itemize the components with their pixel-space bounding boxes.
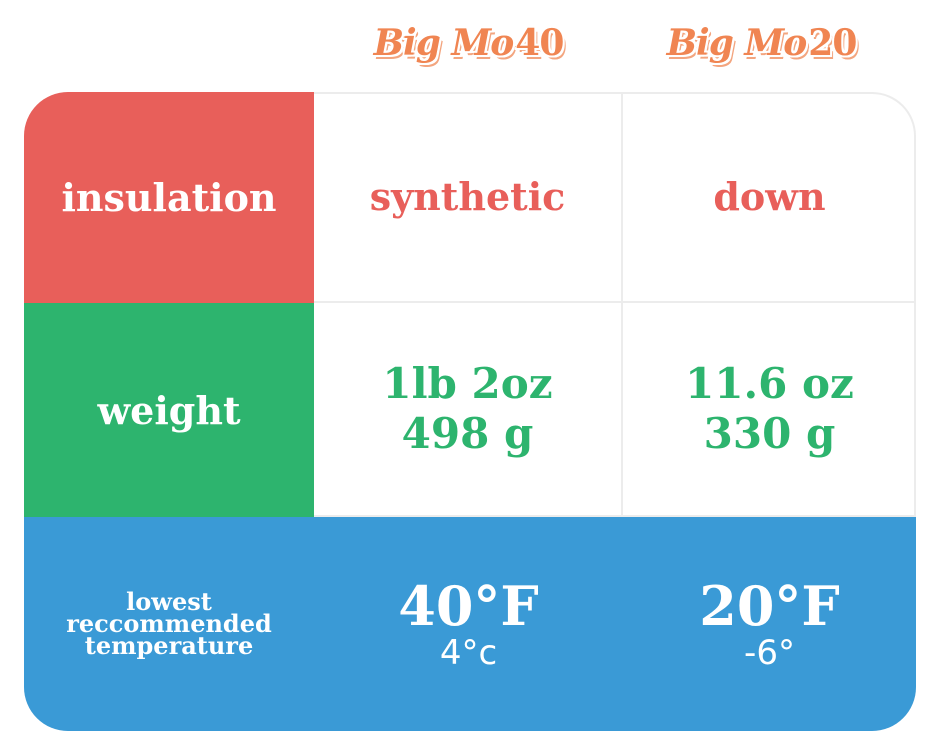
model: 20 — [808, 22, 857, 64]
brand: Big Mo — [666, 22, 808, 64]
cell-text: down — [713, 174, 826, 219]
cell: 40°F 4°c — [314, 517, 623, 731]
label-line: reccommended — [66, 609, 272, 638]
brand: Big Mo — [373, 22, 515, 64]
cell: 11.6 oz 330 g — [623, 303, 916, 517]
row-label: insulation — [24, 92, 314, 303]
cell-text: 20°F — [699, 574, 840, 638]
cell-text: synthetic — [369, 174, 566, 219]
cell: 20°F -6° — [623, 517, 916, 731]
cell-text: 1lb 2oz — [382, 359, 553, 408]
label-line: temperature — [84, 631, 254, 660]
row-label: lowest reccommended temperature — [24, 517, 314, 731]
comparison-table: insulation synthetic down weight 1lb 2oz… — [24, 92, 916, 731]
model: 40 — [515, 22, 564, 64]
cell: synthetic — [314, 92, 623, 303]
cell: 1lb 2oz 498 g — [314, 303, 623, 517]
row-background — [24, 517, 916, 731]
cell-text: 4°c — [439, 633, 498, 673]
column-header: Big Mo40 — [314, 22, 623, 72]
cell-text: 498 g — [401, 409, 534, 458]
row-label: weight — [24, 303, 314, 517]
cell-text: 40°F — [398, 574, 539, 638]
cell-text: 11.6 oz — [685, 359, 854, 408]
cell: down — [623, 92, 916, 303]
label-line: lowest — [126, 587, 212, 616]
column-header: Big Mo20 — [607, 22, 916, 72]
cell-text: 330 g — [703, 409, 836, 458]
cell-text: -6° — [744, 633, 795, 673]
